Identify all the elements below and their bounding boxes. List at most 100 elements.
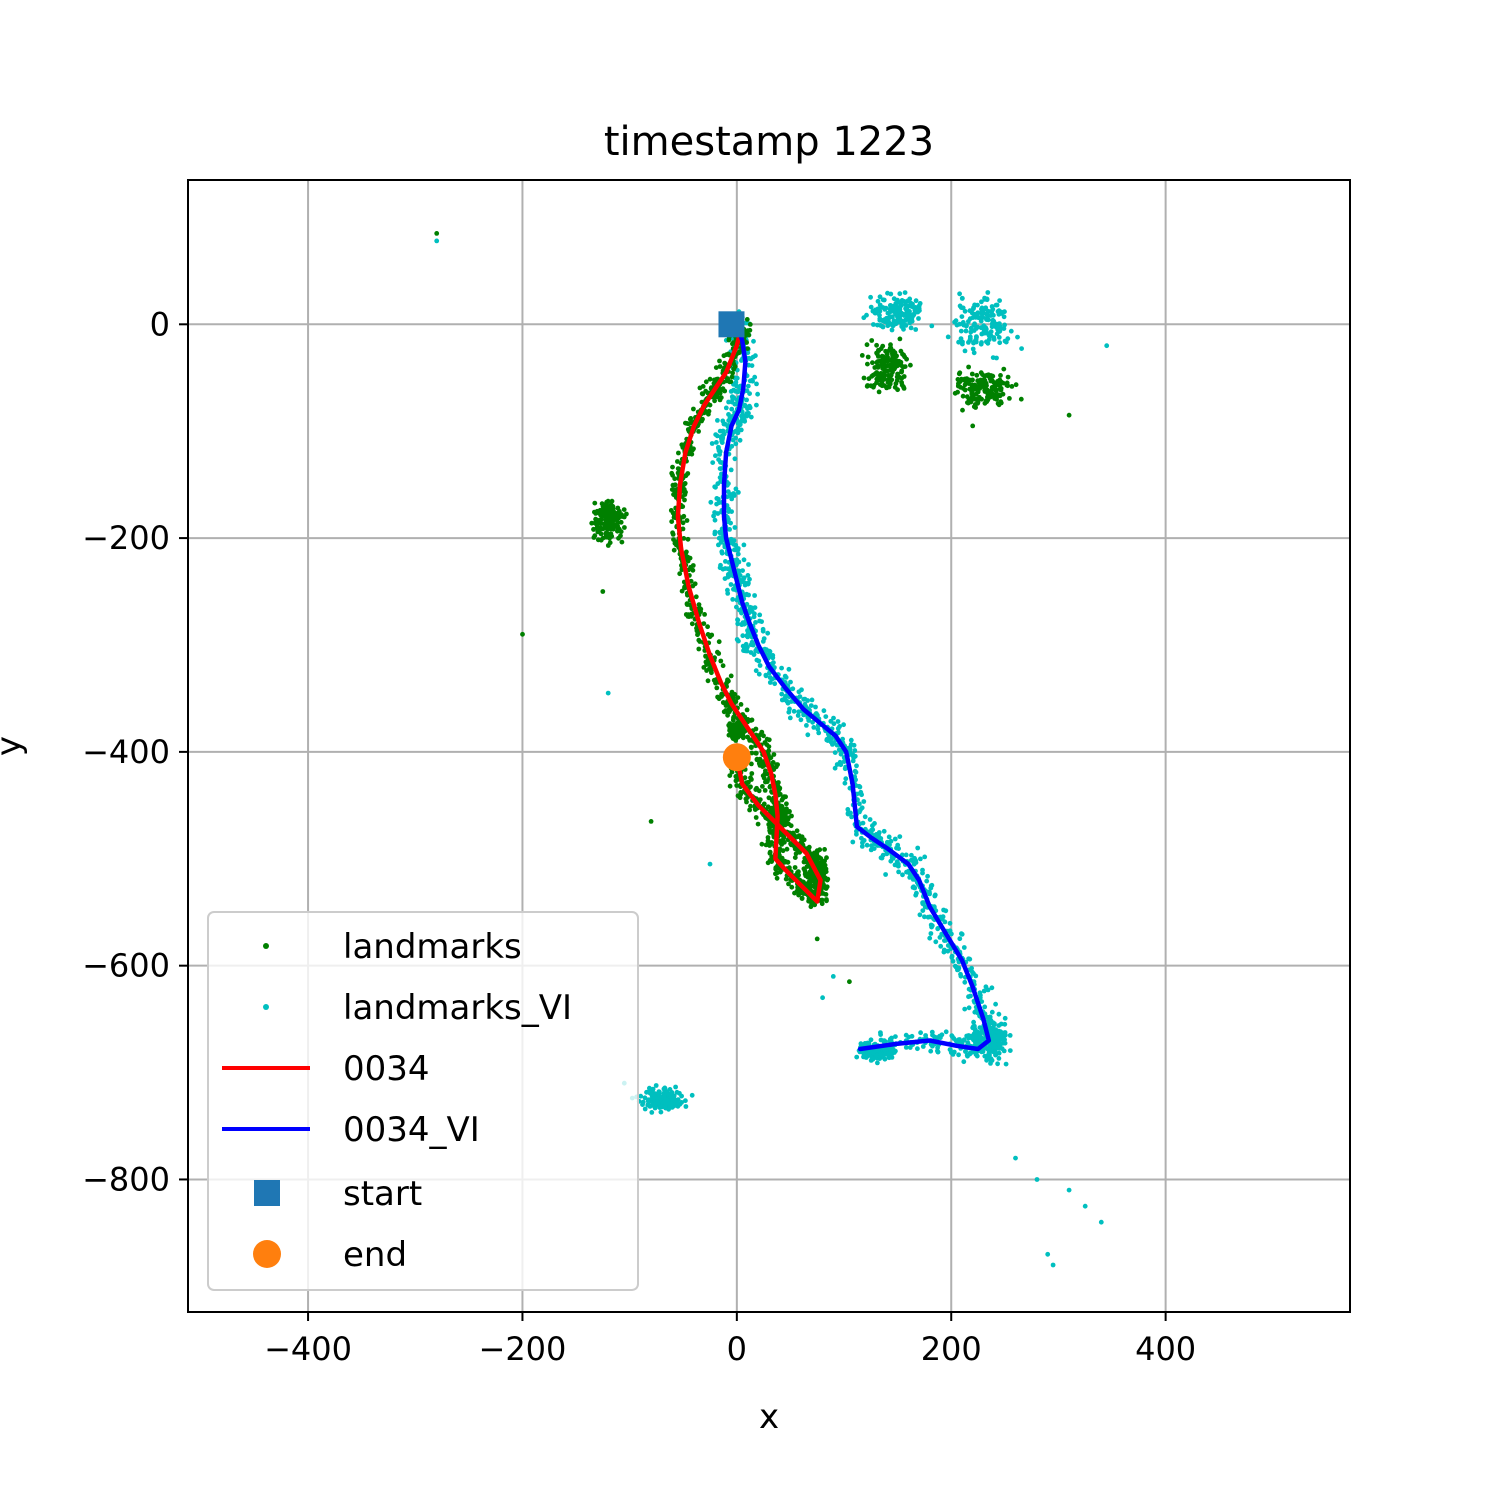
landmark-vi-point	[731, 387, 736, 393]
landmark-vi-point	[734, 604, 739, 610]
legend: landmarks landmarks_VI 0034 0034_VI star…	[207, 911, 639, 1291]
landmark-vi-point	[754, 381, 759, 387]
landmark-point	[799, 896, 805, 901]
landmark-vi-point	[748, 356, 754, 362]
landmark-point	[677, 571, 683, 577]
landmark-vi-point	[869, 843, 874, 849]
landmark-vi-point	[966, 1005, 972, 1011]
landmark-vi-point	[720, 428, 726, 434]
landmark-point	[812, 902, 818, 908]
legend-label-0034: 0034	[343, 1049, 430, 1089]
landmark-vi-point	[788, 679, 793, 685]
landmark-vi-point	[868, 304, 874, 310]
chart-title: timestamp 1223	[604, 119, 934, 165]
landmark-point	[735, 695, 741, 700]
landmark-vi-point	[905, 298, 911, 304]
landmark-vi-point	[832, 765, 838, 771]
landmark-point	[682, 497, 687, 503]
landmark-point	[434, 231, 440, 236]
legend-label-landmarks-vi: landmarks_VI	[343, 988, 572, 1028]
landmark-vi-point	[902, 290, 908, 295]
landmark-point	[592, 500, 598, 506]
landmark-vi-point	[889, 1035, 894, 1041]
landmark-vi-point	[709, 441, 715, 446]
landmark-vi-point	[907, 1045, 913, 1050]
landmark-point	[864, 383, 870, 389]
landmark-vi-point	[713, 484, 718, 490]
landmark-vi-point	[741, 576, 746, 582]
landmark-point	[696, 429, 701, 434]
landmark-point	[749, 771, 755, 776]
landmark-vi-point	[994, 1051, 1000, 1056]
landmark-point	[899, 368, 905, 374]
landmark-point	[700, 391, 706, 397]
landmark-point	[960, 386, 966, 391]
landmark-point	[880, 364, 886, 369]
landmark-vi-point	[744, 397, 749, 403]
landmark-point	[685, 471, 691, 476]
axis-ticks: −400 −200 0 200 400 0 −200 −400 −600 −800	[82, 305, 1196, 1368]
landmark-vi-point	[979, 999, 985, 1004]
landmark-point	[594, 508, 600, 514]
landmark-point	[809, 883, 814, 889]
landmark-point	[748, 803, 753, 809]
landmark-vi-point	[870, 827, 876, 833]
landmark-vi-point	[949, 953, 955, 959]
landmark-point	[762, 788, 768, 793]
landmark-vi-point	[811, 725, 817, 730]
landmark-point	[822, 847, 827, 852]
landmark-point	[722, 388, 728, 394]
landmark-point	[889, 358, 895, 364]
landmark-vi-point	[809, 697, 815, 703]
landmark-point	[780, 817, 786, 823]
landmark-vi-point	[868, 847, 874, 853]
landmark-vi-point	[1013, 1155, 1018, 1161]
landmark-vi-point	[658, 1109, 664, 1115]
landmark-vi-point	[754, 402, 759, 408]
landmark-vi-point	[877, 294, 883, 300]
landmark-point	[707, 634, 713, 640]
landmark-point	[733, 778, 739, 784]
landmark-point	[760, 784, 765, 789]
landmark-vi-point	[715, 433, 720, 439]
legend-marker-end	[253, 1240, 281, 1268]
landmark-point	[792, 890, 797, 896]
landmark-point	[887, 362, 893, 368]
landmark-vi-point	[795, 713, 801, 718]
landmark-vi-point	[731, 395, 737, 401]
landmark-vi-point	[783, 693, 789, 699]
landmark-point	[997, 386, 1003, 391]
landmark-vi-point	[980, 314, 986, 320]
landmark-point	[695, 632, 700, 638]
landmark-point	[799, 834, 805, 840]
landmark-vi-point	[816, 730, 822, 736]
landmark-vi-point	[928, 1048, 934, 1054]
y-tick-label: −200	[82, 519, 170, 557]
landmark-vi-point	[726, 481, 731, 486]
landmark-vi-point	[913, 892, 919, 898]
landmark-point	[744, 799, 749, 805]
landmark-vi-point	[723, 559, 728, 564]
landmark-vi-point	[797, 694, 803, 699]
landmark-vi-point	[997, 1043, 1002, 1049]
landmark-vi-point	[831, 715, 836, 721]
landmark-vi-point	[848, 737, 854, 743]
trajectory-0034-vi-line	[721, 322, 992, 1052]
landmark-vi-point	[974, 1008, 979, 1014]
landmark-vi-point	[971, 350, 977, 356]
landmark-point	[767, 784, 773, 790]
landmark-vi-point	[719, 440, 725, 445]
start-end-markers	[718, 311, 751, 772]
landmark-vi-point	[727, 527, 732, 532]
landmark-point	[817, 861, 823, 867]
landmark-point	[671, 547, 677, 553]
landmark-point	[717, 358, 722, 364]
landmark-vi-point	[828, 718, 834, 724]
landmark-point	[734, 783, 740, 788]
legend-label-landmarks: landmarks	[343, 927, 522, 967]
landmark-point	[767, 850, 773, 856]
landmark-vi-point	[982, 1004, 988, 1010]
landmark-vi-point	[808, 703, 814, 708]
landmark-vi-point	[959, 931, 965, 937]
landmark-vi-point	[989, 321, 995, 327]
